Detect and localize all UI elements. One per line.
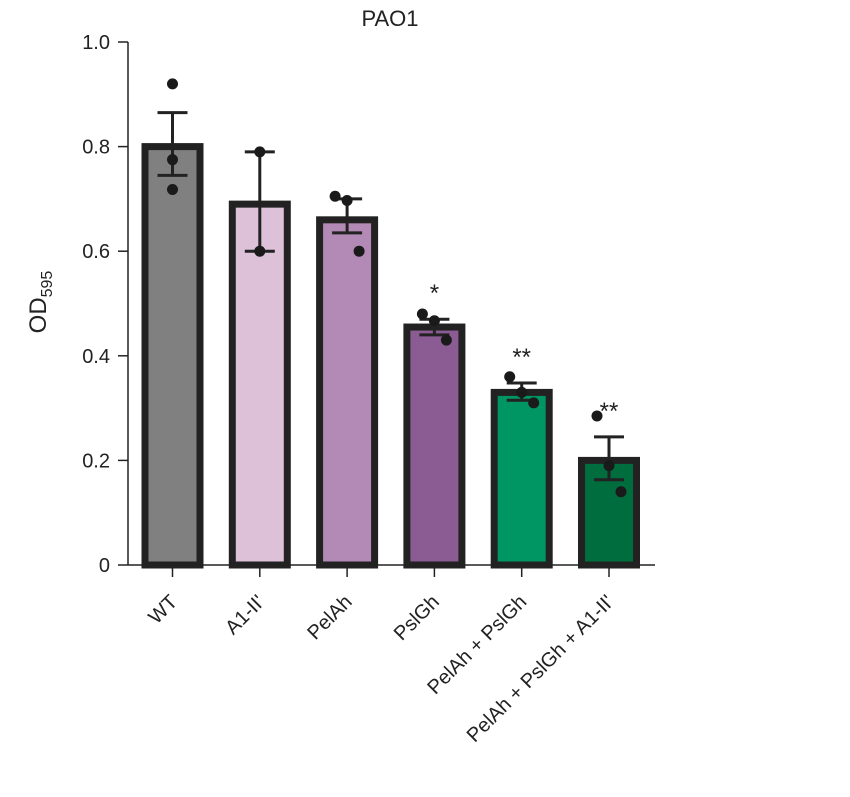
x-tick-label: WT (144, 591, 182, 629)
y-tick-label: 0.6 (82, 241, 110, 263)
data-point (167, 78, 178, 90)
data-point (615, 486, 627, 498)
data-points (167, 78, 627, 498)
x-tick-label: PelAh (303, 591, 356, 644)
significance-marker: ** (512, 344, 531, 371)
significance-marker: * (430, 280, 439, 307)
x-tick-label: A1-II' (221, 591, 269, 639)
x-tick-label: PelAh + PslGh + A1-II' (463, 591, 619, 747)
axes: 0 0.2 0.4 0.6 0.8 1.0 (82, 32, 655, 577)
y-tick-label: 0.2 (82, 450, 110, 472)
data-point (353, 245, 365, 257)
data-point (504, 371, 516, 383)
data-point (341, 194, 353, 206)
bar (316, 216, 379, 569)
bar (141, 143, 204, 569)
data-point (528, 397, 540, 409)
data-point (167, 183, 178, 195)
data-point (516, 386, 528, 398)
data-point (254, 245, 266, 257)
error-bars (157, 111, 624, 482)
bar (403, 323, 466, 569)
y-tick-label: 0.8 (82, 137, 110, 159)
y-tick-label: 1.0 (82, 32, 110, 54)
bar (228, 200, 291, 569)
y-tick-label: 0.4 (82, 346, 110, 368)
data-point (416, 308, 428, 320)
bars (141, 143, 640, 569)
y-axis-label-main: OD (25, 297, 52, 333)
data-point (329, 190, 341, 202)
x-tick-label: PslGh (390, 591, 444, 645)
data-point (591, 410, 603, 422)
data-point (440, 334, 452, 346)
y-axis-label: OD595 (25, 271, 56, 334)
data-point (167, 154, 178, 166)
bar (490, 388, 553, 569)
data-point (254, 146, 266, 158)
data-point (603, 460, 615, 472)
data-point (428, 315, 440, 327)
significance-marker: ** (600, 398, 619, 425)
y-axis-label-subscript: 595 (39, 271, 56, 298)
chart-title: PAO1 (361, 6, 418, 31)
y-tick-label: 0 (99, 555, 110, 577)
